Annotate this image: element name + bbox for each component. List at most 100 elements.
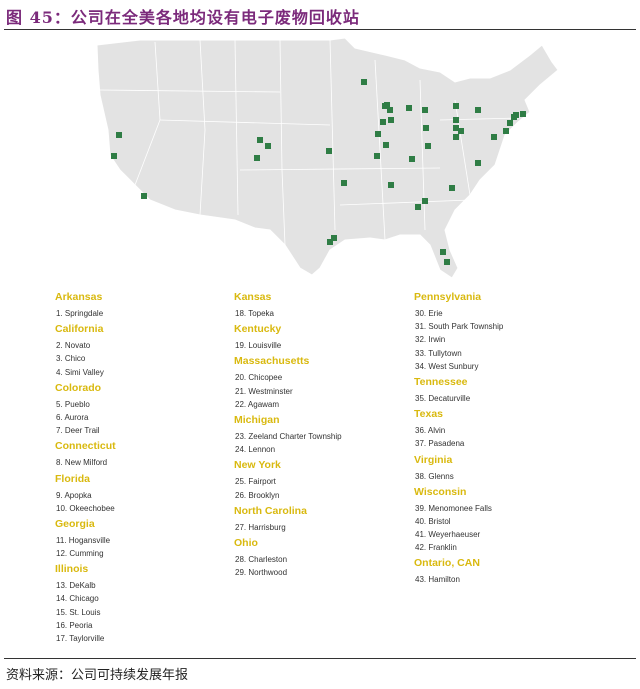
site-item: 36. Alvin [415, 426, 446, 436]
site-marker [265, 143, 271, 149]
state-heading: Connecticut [55, 440, 116, 453]
site-marker [425, 143, 431, 149]
site-item: 7. Deer Trail [56, 426, 100, 436]
site-item: 8. New Milford [56, 458, 108, 468]
site-item: 40. Bristol [415, 516, 451, 526]
site-item: 29. Northwood [235, 568, 288, 578]
state-heading: Colorado [55, 381, 102, 394]
state-heading: Ohio [234, 536, 258, 549]
site-item: 2. Novato [56, 341, 91, 351]
site-item: 4. Simi Valley [56, 367, 104, 377]
state-heading: Florida [55, 472, 91, 485]
site-marker [422, 198, 428, 204]
site-marker [111, 153, 117, 159]
site-marker [257, 137, 263, 143]
state-column: Kansas 18. Topeka Kentucky 19. Louisville Ma… [234, 288, 414, 579]
site-item: 3. Chico [56, 354, 86, 364]
site-marker [327, 239, 333, 245]
site-item: 16. Peoria [56, 620, 93, 630]
site-marker [326, 148, 332, 154]
site-item: 37. Pasadena [415, 439, 465, 449]
title-divider [4, 29, 636, 30]
site-item: 13. DeKalb [56, 581, 96, 591]
site-marker [511, 114, 517, 120]
site-item: 15. St. Louis [56, 607, 101, 617]
site-item: 18. Topeka [235, 309, 274, 318]
state-heading: California [55, 323, 104, 336]
site-marker [453, 134, 459, 140]
state-heading: Arkansas [55, 291, 103, 303]
site-item: 38. Glenns [415, 471, 454, 481]
site-item: 19. Louisville [235, 341, 282, 351]
site-marker [453, 103, 459, 109]
site-item: 11. Hogansville [56, 535, 111, 545]
state-heading: Texas [414, 408, 443, 421]
site-marker [475, 160, 481, 166]
site-item: 31. South Park Township [415, 322, 504, 332]
site-item: 10. Okeechobee [56, 503, 115, 513]
site-item: 5. Pueblo [56, 399, 90, 409]
site-marker [141, 193, 147, 199]
site-item: 30. Erie [415, 309, 443, 318]
state-heading: Massachusetts [234, 355, 310, 368]
state-heading: Pennsylvania [414, 291, 482, 303]
state-heading: Tennessee [414, 375, 468, 388]
state-heading: Michigan [234, 413, 280, 426]
source-note: 资料来源：公司可持续发展年报 [6, 668, 189, 683]
site-marker [331, 235, 337, 241]
site-marker [415, 204, 421, 210]
site-marker [422, 107, 428, 113]
site-marker [361, 79, 367, 85]
site-marker [423, 125, 429, 131]
site-item: 22. Agawam [235, 399, 280, 409]
state-column: Arkansas 1. Springdale California 2. Novato… [55, 288, 235, 645]
state-heading: Wisconsin [414, 485, 467, 498]
site-item: 33. Tullytown [415, 348, 462, 358]
state-heading: Georgia [55, 517, 95, 530]
us-outline [96, 37, 559, 279]
site-marker [503, 128, 509, 134]
site-marker [507, 120, 513, 126]
site-item: 9. Apopka [56, 490, 92, 500]
site-item: 34. West Sunbury [415, 361, 479, 371]
site-marker [382, 103, 388, 109]
state-heading: New York [234, 459, 281, 472]
site-item: 20. Chicopee [235, 373, 283, 383]
us-map [96, 37, 559, 279]
site-marker [116, 132, 122, 138]
site-marker [409, 156, 415, 162]
site-item: 35. Decaturville [415, 393, 471, 403]
figure-title: 图 45：公司在全美各地均设有电子废物回收站 [6, 8, 360, 27]
source-divider [4, 658, 636, 659]
site-item: 28. Charleston [235, 554, 288, 564]
site-marker [254, 155, 260, 161]
state-heading: Kentucky [234, 323, 282, 336]
site-marker [475, 107, 481, 113]
state-heading: Illinois [55, 563, 89, 576]
site-item: 41. Weyerhaeuser [415, 530, 481, 540]
site-marker [383, 142, 389, 148]
site-marker [453, 125, 459, 131]
site-item: 12. Cumming [56, 549, 104, 559]
site-item: 23. Zeeland Charter Township [235, 431, 342, 441]
site-marker [375, 131, 381, 137]
site-item: 26. Brooklyn [235, 490, 280, 500]
site-marker [341, 180, 347, 186]
site-item: 42. Franklin [415, 543, 457, 553]
site-item: 27. Harrisburg [235, 522, 286, 532]
state-heading: Virginia [414, 453, 453, 466]
site-item: 14. Chicago [56, 594, 99, 604]
state-column: Pennsylvania 30. Erie 31. South Park Towns… [414, 288, 594, 587]
site-marker [387, 107, 393, 113]
site-marker [440, 249, 446, 255]
site-item: 6. Aurora [56, 412, 89, 422]
site-item: 39. Menomonee Falls [415, 503, 492, 513]
state-heading: North Carolina [234, 504, 307, 517]
site-marker [491, 134, 497, 140]
site-item: 43. Hamilton [415, 575, 460, 585]
site-marker [453, 117, 459, 123]
site-item: 25. Fairport [235, 477, 276, 487]
site-item: 1. Springdale [56, 309, 104, 318]
recycling-site-markers [111, 79, 526, 265]
state-heading: Kansas [234, 291, 272, 303]
